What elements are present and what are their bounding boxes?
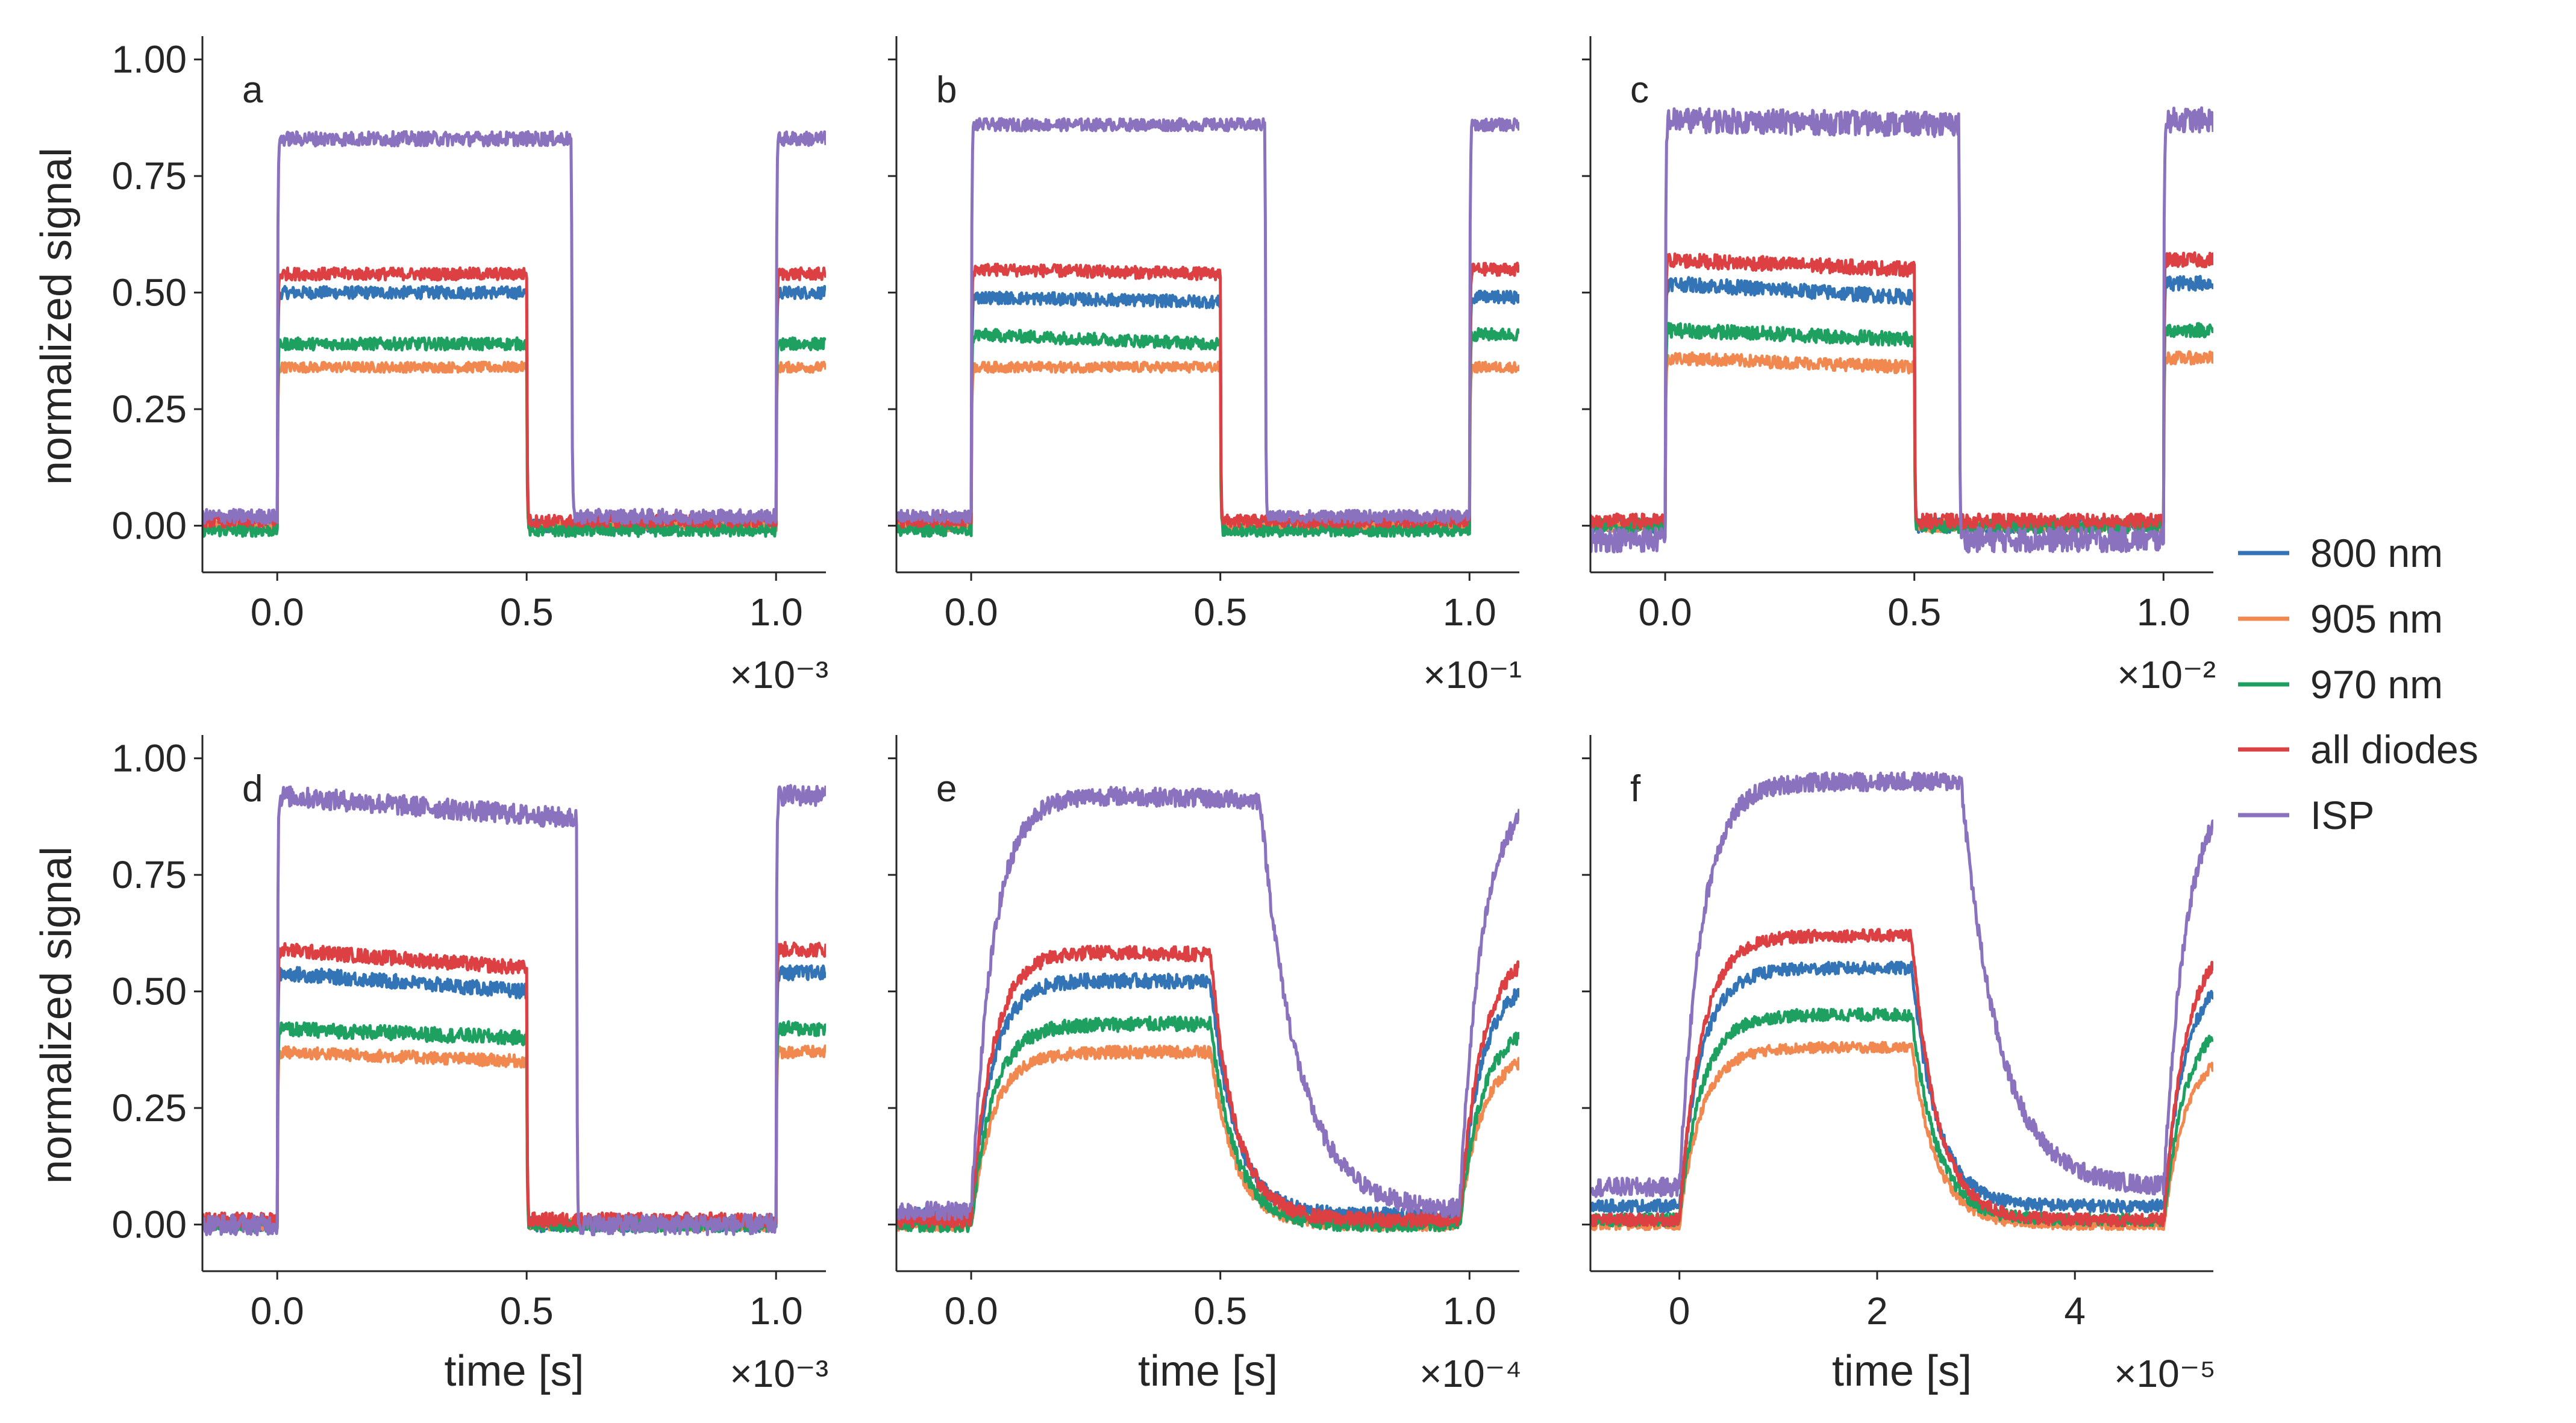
series-group-f bbox=[1590, 771, 2213, 1231]
x-axis-title-f: time [s] bbox=[1832, 1347, 1972, 1395]
panel-a: 0.00 0.25 0.50 0.75 1.00 0.0 0.5 1.0 a ×10⁻³ norma… bbox=[33, 36, 828, 696]
legend-item-970nm: 970 nm bbox=[2238, 662, 2443, 707]
series-line-isp-b bbox=[896, 117, 1519, 524]
series-line-800-nm-c bbox=[1590, 275, 2213, 534]
x-tick-label-a: 0.5 bbox=[500, 590, 554, 634]
x-tick-label-e: 0.0 bbox=[945, 1289, 998, 1333]
panel-label-b: b bbox=[936, 69, 957, 111]
panel-label-e: e bbox=[936, 768, 957, 810]
y-tick-label-d: 0.25 bbox=[111, 1086, 187, 1130]
legend-item-905nm: 905 nm bbox=[2238, 596, 2443, 641]
x-multiplier-b: ×10⁻¹ bbox=[1423, 653, 1522, 696]
x-axis-title-e: time [s] bbox=[1138, 1347, 1278, 1395]
x-tick-label-d: 0.0 bbox=[251, 1289, 304, 1333]
series-line-970-nm-a bbox=[202, 336, 826, 538]
x-tick-label-f: 0 bbox=[1669, 1289, 1690, 1333]
panel-b: 0.0 0.5 1.0 b ×10⁻¹ bbox=[888, 36, 1522, 696]
series-line-800-nm-e bbox=[896, 972, 1519, 1224]
x-multiplier-d: ×10⁻³ bbox=[730, 1352, 828, 1395]
x-tick-label-e: 0.5 bbox=[1193, 1289, 1247, 1333]
y-tick-label-a: 0.50 bbox=[111, 271, 187, 314]
series-group-c bbox=[1590, 106, 2213, 554]
x-tick-label-e: 1.0 bbox=[1443, 1289, 1496, 1333]
y-tick-label-a: 0.25 bbox=[111, 387, 187, 431]
panel-f: 0 2 4 f ×10⁻⁵ time [s] bbox=[1582, 735, 2216, 1395]
x-axis-title-d: time [s] bbox=[444, 1347, 584, 1395]
series-group-a bbox=[202, 130, 826, 538]
series-group-e bbox=[896, 786, 1519, 1233]
series-group-b bbox=[896, 117, 1519, 538]
legend-label-all-diodes: all diodes bbox=[2310, 727, 2478, 772]
panel-label-c: c bbox=[1630, 69, 1649, 111]
series-line-isp-e bbox=[896, 786, 1519, 1221]
panel-label-d: d bbox=[242, 768, 263, 810]
series-line-800-nm-d bbox=[202, 964, 826, 1233]
y-axis-title-d: normalized signal bbox=[33, 846, 81, 1184]
series-line-isp-d bbox=[202, 784, 826, 1236]
panel-c: 0.0 0.5 1.0 c ×10⁻² bbox=[1582, 36, 2216, 696]
series-line-all-diodes-a bbox=[202, 266, 826, 529]
x-tick-label-c: 1.0 bbox=[2137, 590, 2190, 634]
y-tick-label-a: 0.75 bbox=[111, 154, 187, 198]
y-tick-label-a: 1.00 bbox=[111, 38, 187, 81]
series-line-800-nm-b bbox=[896, 289, 1519, 534]
y-tick-label-d: 0.00 bbox=[111, 1203, 187, 1246]
legend-label-970nm: 970 nm bbox=[2310, 662, 2443, 707]
series-line-905-nm-c bbox=[1590, 350, 2213, 534]
x-tick-label-d: 1.0 bbox=[749, 1289, 803, 1333]
series-line-isp-f bbox=[1590, 771, 2213, 1198]
x-tick-label-b: 1.0 bbox=[1443, 590, 1496, 634]
panel-d: 0.00 0.25 0.50 0.75 1.00 0.0 0.5 1.0 d ×10⁻³ norma… bbox=[33, 735, 828, 1395]
x-multiplier-c: ×10⁻² bbox=[2117, 653, 2216, 696]
y-tick-label-d: 1.00 bbox=[111, 737, 187, 780]
series-line-905-nm-f bbox=[1590, 1040, 2213, 1231]
panel-e: 0.0 0.5 1.0 e ×10⁻⁴ time [s] bbox=[888, 735, 1522, 1395]
y-tick-label-d: 0.50 bbox=[111, 970, 187, 1013]
series-group-d bbox=[202, 784, 826, 1236]
panel-label-f: f bbox=[1630, 768, 1641, 810]
legend-label-isp: ISP bbox=[2310, 793, 2374, 837]
x-multiplier-e: ×10⁻⁴ bbox=[1419, 1352, 1522, 1395]
legend-label-905nm: 905 nm bbox=[2310, 596, 2443, 641]
series-line-905-nm-b bbox=[896, 360, 1519, 533]
legend-item-800nm: 800 nm bbox=[2238, 531, 2443, 575]
x-tick-label-b: 0.0 bbox=[945, 590, 998, 634]
series-line-isp-c bbox=[1590, 106, 2213, 554]
x-tick-label-b: 0.5 bbox=[1193, 590, 1247, 634]
x-multiplier-a: ×10⁻³ bbox=[730, 653, 828, 696]
legend-item-all-diodes: all diodes bbox=[2238, 727, 2478, 772]
panels: 0.000.250.500.751.000.0 0.5 1.0a×10⁻³norma… bbox=[33, 36, 2216, 1395]
series-line-all-diodes-e bbox=[896, 945, 1519, 1229]
x-tick-label-a: 0.0 bbox=[251, 590, 304, 634]
x-multiplier-f: ×10⁻⁵ bbox=[2114, 1352, 2216, 1395]
x-tick-label-d: 0.5 bbox=[500, 1289, 554, 1333]
x-tick-label-f: 2 bbox=[1866, 1289, 1888, 1333]
y-axis-title-a: normalized signal bbox=[33, 148, 81, 485]
panel-label-a: a bbox=[242, 69, 263, 111]
legend-label-800nm: 800 nm bbox=[2310, 531, 2443, 575]
series-line-isp-a bbox=[202, 130, 826, 525]
series-line-970-nm-b bbox=[896, 327, 1519, 538]
series-line-all-diodes-c bbox=[1590, 251, 2213, 530]
x-tick-label-f: 4 bbox=[2064, 1289, 2086, 1333]
x-tick-label-c: 0.0 bbox=[1639, 590, 1692, 634]
y-tick-label-d: 0.75 bbox=[111, 853, 187, 896]
y-tick-label-a: 0.00 bbox=[111, 504, 187, 548]
series-line-905-nm-a bbox=[202, 360, 826, 533]
series-line-905-nm-d bbox=[202, 1044, 826, 1233]
legend: 800 nm 905 nm 970 nm all diodes ISP bbox=[2238, 531, 2478, 837]
series-line-all-diodes-f bbox=[1590, 928, 2213, 1228]
series-line-800-nm-a bbox=[202, 285, 826, 534]
x-tick-label-c: 0.5 bbox=[1887, 590, 1941, 634]
series-line-all-diodes-d bbox=[202, 940, 826, 1229]
x-tick-label-a: 1.0 bbox=[749, 590, 803, 634]
legend-item-isp: ISP bbox=[2238, 793, 2374, 837]
